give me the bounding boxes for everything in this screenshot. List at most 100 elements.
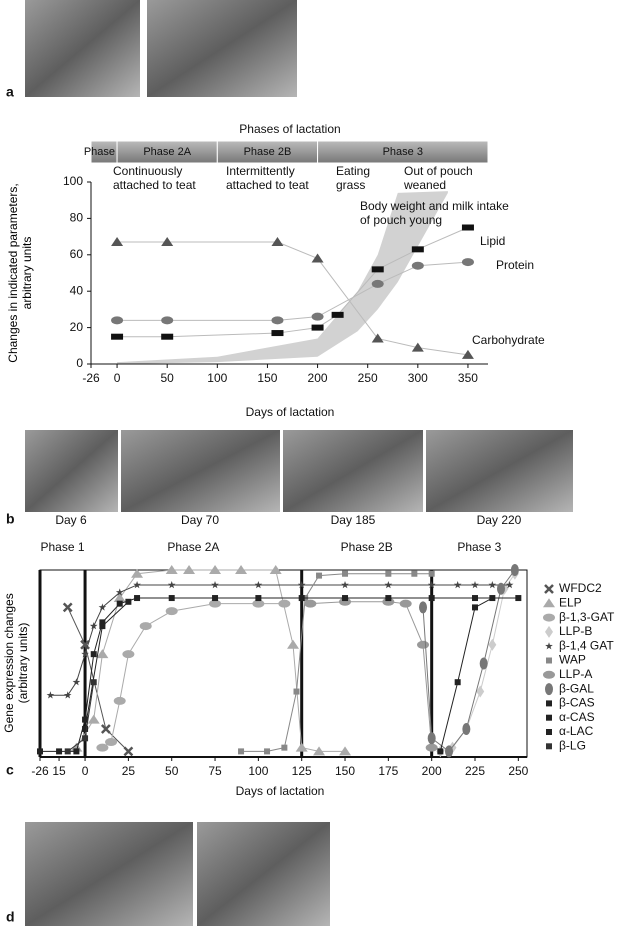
marker <box>161 237 174 247</box>
area-label: Body weight and milk intake of pouch you… <box>360 199 509 227</box>
phase-label: Phase 2B <box>341 540 393 554</box>
marker <box>298 595 305 602</box>
marker <box>209 599 222 608</box>
marker <box>254 581 263 589</box>
x-tick-label: -26 <box>82 371 100 385</box>
marker <box>80 639 90 650</box>
marker <box>411 246 424 253</box>
marker <box>46 691 55 699</box>
phase-label: Phase 3 <box>383 146 423 158</box>
marker <box>462 722 471 735</box>
phase-label: Phase 1 <box>84 146 124 158</box>
series-label: Protein <box>496 258 534 272</box>
legend-marker <box>546 657 552 664</box>
marker <box>371 266 384 273</box>
marker <box>111 316 124 325</box>
annotation: Eating grass <box>336 164 371 192</box>
legend-label: α-CAS <box>559 710 595 724</box>
x-axis-label: Days of lactation <box>246 405 335 419</box>
legend-marker <box>543 670 555 679</box>
marker <box>116 600 123 607</box>
series-line <box>439 597 493 752</box>
legend-label: WFDC2 <box>559 581 602 595</box>
marker <box>331 311 344 318</box>
x-tick-label: 200 <box>422 764 442 778</box>
marker <box>411 342 424 352</box>
marker <box>428 595 435 602</box>
x-tick-label: 0 <box>114 371 121 385</box>
marker <box>131 568 144 578</box>
marker <box>461 349 474 359</box>
marker <box>168 595 175 602</box>
legend-marker <box>543 598 555 608</box>
marker <box>63 691 72 699</box>
y-tick-label: 60 <box>70 247 84 261</box>
marker <box>497 582 506 595</box>
marker <box>271 237 284 247</box>
legend-label: LLP-A <box>559 667 592 681</box>
marker <box>411 261 424 270</box>
legend-marker <box>546 700 552 707</box>
marker <box>212 595 219 602</box>
x-tick-label: 250 <box>508 764 528 778</box>
marker <box>316 572 323 579</box>
marker <box>211 581 219 589</box>
marker <box>489 595 496 602</box>
marker <box>99 619 106 626</box>
marker <box>90 679 97 686</box>
marker <box>82 735 89 742</box>
area <box>117 191 448 364</box>
marker <box>105 738 118 747</box>
marker <box>411 570 418 577</box>
annotation: Intermittently attached to teat <box>226 164 309 192</box>
marker <box>90 651 97 658</box>
marker <box>515 595 522 602</box>
legend-marker <box>546 729 552 735</box>
marker <box>371 279 384 288</box>
marker <box>472 595 479 602</box>
marker <box>476 685 485 698</box>
marker <box>161 333 174 340</box>
marker <box>252 599 265 608</box>
marker <box>419 601 428 614</box>
series-line <box>117 261 468 321</box>
marker <box>56 748 63 755</box>
photo <box>121 430 280 512</box>
photo <box>25 0 140 97</box>
x-tick-label: 200 <box>308 371 328 385</box>
marker <box>82 716 89 723</box>
marker <box>505 581 514 589</box>
series-line <box>84 601 129 730</box>
marker <box>278 599 291 608</box>
legend-marker <box>545 642 553 650</box>
marker <box>472 604 479 611</box>
phase-label: Phase 1 <box>41 540 85 554</box>
marker <box>100 724 111 734</box>
annotation: Out of pouch weaned <box>404 164 473 192</box>
phase-bar <box>317 140 489 164</box>
phase-label: Phase 3 <box>457 540 501 554</box>
series-line <box>422 569 516 753</box>
phase-label: Phase 2B <box>244 146 292 158</box>
marker <box>281 744 288 751</box>
series-line <box>241 573 432 752</box>
marker <box>510 564 519 576</box>
photo-caption: Day 70 <box>181 513 219 527</box>
marker <box>139 622 152 631</box>
chart-title: Phases of lactation <box>239 122 340 136</box>
legend-marker <box>546 714 552 721</box>
x-tick-label: 175 <box>378 764 398 778</box>
marker <box>73 748 80 755</box>
marker <box>161 316 174 325</box>
marker <box>271 330 284 337</box>
marker <box>238 748 245 755</box>
marker <box>425 743 438 752</box>
x-tick-label: 125 <box>292 764 312 778</box>
marker <box>165 565 178 574</box>
photo <box>426 430 573 512</box>
marker <box>111 333 124 340</box>
marker <box>99 623 106 630</box>
panel-label: b <box>6 511 15 527</box>
legend-label: β-1,4 GAT <box>559 638 614 652</box>
